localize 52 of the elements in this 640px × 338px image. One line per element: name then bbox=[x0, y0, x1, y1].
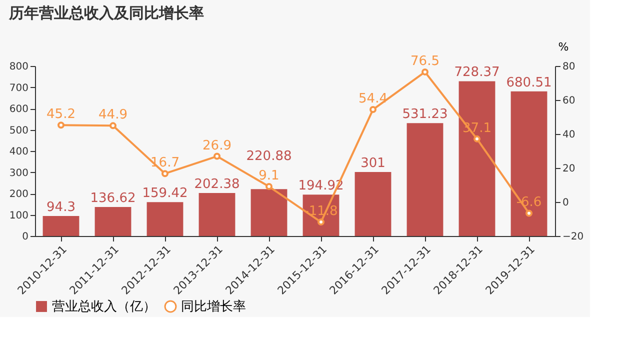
point bbox=[58, 122, 64, 129]
y2-tick-label: −20 bbox=[562, 232, 584, 242]
data-label: 76.5 bbox=[410, 54, 440, 69]
data-label: 9.1 bbox=[258, 168, 280, 184]
y2-tick-label: 80 bbox=[562, 62, 576, 72]
data-label: 136.62 bbox=[90, 190, 136, 206]
point bbox=[422, 68, 428, 76]
data-label: 531.23 bbox=[402, 107, 448, 122]
data-label: 728.37 bbox=[454, 65, 500, 80]
data-label: 45.2 bbox=[46, 107, 76, 122]
y-tick-label: 800 bbox=[9, 62, 28, 72]
y-tick-label: 300 bbox=[9, 168, 28, 179]
chart-title: 历年营业总收入及同比增长率 bbox=[8, 4, 204, 22]
point bbox=[162, 170, 168, 178]
y-tick-label: 100 bbox=[9, 210, 28, 222]
bar bbox=[458, 81, 496, 236]
y2-axis-title: % bbox=[558, 40, 569, 54]
y2-tick-label: 20 bbox=[562, 164, 576, 174]
data-label: 26.9 bbox=[202, 138, 232, 154]
bar bbox=[354, 172, 392, 236]
bar bbox=[146, 202, 184, 236]
legend-label: 同比增长率 bbox=[181, 298, 246, 314]
point bbox=[110, 122, 116, 130]
data-label: 220.88 bbox=[246, 149, 292, 164]
y2-tick-label: 60 bbox=[562, 96, 576, 106]
legend-label: 营业总收入（亿） bbox=[52, 300, 156, 314]
data-label: 159.42 bbox=[142, 186, 188, 202]
point bbox=[214, 152, 220, 160]
data-label: 202.38 bbox=[194, 176, 240, 192]
bar bbox=[198, 192, 236, 236]
point bbox=[526, 210, 532, 217]
y-tick-label: 200 bbox=[9, 189, 28, 200]
point bbox=[318, 218, 324, 226]
y-tick-label: 500 bbox=[9, 125, 28, 136]
data-label: 94.3 bbox=[46, 200, 76, 215]
bar bbox=[406, 123, 444, 236]
bar bbox=[510, 91, 548, 236]
data-label: 301 bbox=[360, 156, 386, 172]
data-label: 44.9 bbox=[98, 108, 128, 123]
bar bbox=[94, 206, 132, 236]
bar bbox=[250, 189, 288, 236]
y-tick-label: 400 bbox=[9, 146, 28, 158]
bar bbox=[42, 216, 80, 236]
y2-tick-label: 40 bbox=[562, 130, 576, 140]
y-tick-label: 700 bbox=[9, 82, 28, 94]
y-tick-label: 600 bbox=[9, 104, 28, 115]
point bbox=[474, 135, 480, 142]
point bbox=[266, 183, 272, 190]
y2-tick-label: 0 bbox=[562, 198, 569, 208]
point bbox=[370, 106, 376, 114]
y-tick-label: 0 bbox=[22, 232, 28, 242]
data-label: 680.51 bbox=[506, 75, 552, 90]
